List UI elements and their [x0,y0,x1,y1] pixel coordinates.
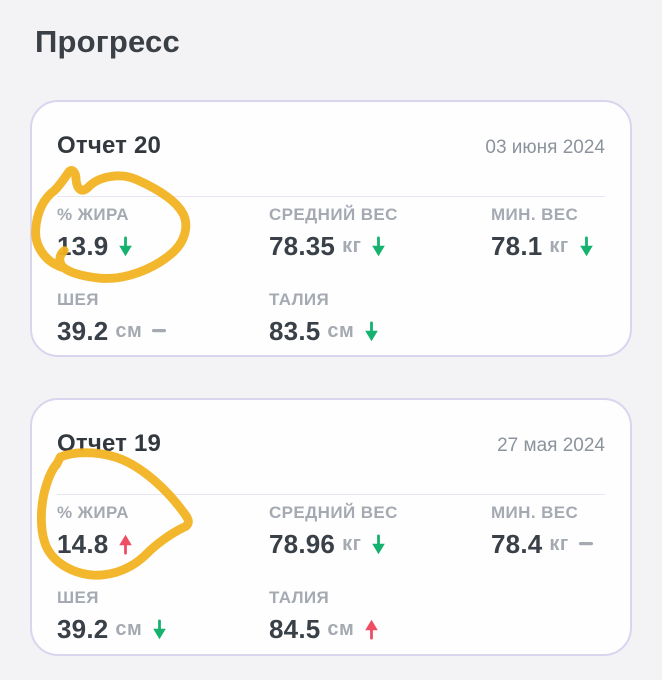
report-date: 03 июня 2024 [485,137,605,158]
metric-value: 14.8 [57,529,109,559]
metric-waist: ТАЛИЯ 83.5 см [269,290,491,347]
trend-down-icon [371,534,386,555]
trend-down-icon [118,236,133,257]
divider [57,494,605,495]
metric-value: 13.9 [57,231,109,261]
metric-value: 84.5 [269,614,321,644]
metrics-grid: % ЖИРА 14.8 СРЕДНИЙ ВЕС 78.96 кг [57,503,605,645]
metric-unit: см [115,320,143,342]
metric-neck: ШЕЯ 39.2 см [57,290,269,347]
metric-value: 78.35 [269,231,336,261]
no-change-icon [152,329,167,333]
metric-value: 78.1 [491,231,543,261]
metric-min-weight: МИН. ВЕС 78.1 кг [491,205,605,262]
metric-unit: см [327,618,355,640]
metric-unit: кг [549,235,569,257]
metric-label: СРЕДНИЙ ВЕС [269,503,398,522]
trend-down-icon [364,321,379,342]
divider [57,196,605,197]
metric-unit: см [327,320,355,342]
metric-label: ТАЛИЯ [269,290,330,309]
report-card-header: Отчет 20 03 июня 2024 [57,102,605,160]
metric-fat-percent: % ЖИРА 13.9 [57,205,269,262]
report-title: Отчет 19 [57,430,162,457]
metric-label: СРЕДНИЙ ВЕС [269,205,398,224]
metric-fat-percent: % ЖИРА 14.8 [57,503,269,560]
metric-unit: кг [549,533,569,555]
report-card-header: Отчет 19 27 мая 2024 [57,400,605,458]
metric-label: % ЖИРА [57,205,129,224]
metric-unit: кг [342,235,362,257]
metric-value: 39.2 [57,316,109,346]
metric-label: МИН. ВЕС [491,205,579,224]
trend-down-icon [579,236,594,257]
page-title: Прогресс [35,24,180,59]
report-date: 27 мая 2024 [497,435,605,456]
trend-up-icon [118,534,133,555]
metric-label: МИН. ВЕС [491,503,579,522]
no-change-icon [578,542,593,546]
metric-label: ШЕЯ [57,588,99,607]
metric-unit: см [115,618,143,640]
metric-label: ШЕЯ [57,290,99,309]
trend-down-icon [152,619,167,640]
report-title: Отчет 20 [57,132,162,159]
trend-up-icon [364,619,379,640]
report-card-19[interactable]: Отчет 19 27 мая 2024 % ЖИРА 14.8 СРЕДНИЙ… [30,398,632,656]
metric-waist: ТАЛИЯ 84.5 см [269,588,491,645]
metric-unit: кг [342,533,362,555]
metric-average-weight: СРЕДНИЙ ВЕС 78.96 кг [269,503,491,560]
report-card-20[interactable]: Отчет 20 03 июня 2024 % ЖИРА 13.9 СРЕДНИ… [30,100,632,357]
metric-value: 78.4 [491,529,543,559]
metric-label: % ЖИРА [57,503,129,522]
trend-down-icon [371,236,386,257]
metric-value: 39.2 [57,614,109,644]
metric-value: 78.96 [269,529,336,559]
metrics-grid: % ЖИРА 13.9 СРЕДНИЙ ВЕС 78.35 кг [57,205,605,347]
metric-value: 83.5 [269,316,321,346]
metric-neck: ШЕЯ 39.2 см [57,588,269,645]
metric-average-weight: СРЕДНИЙ ВЕС 78.35 кг [269,205,491,262]
metric-min-weight: МИН. ВЕС 78.4 кг [491,503,605,560]
metric-label: ТАЛИЯ [269,588,330,607]
